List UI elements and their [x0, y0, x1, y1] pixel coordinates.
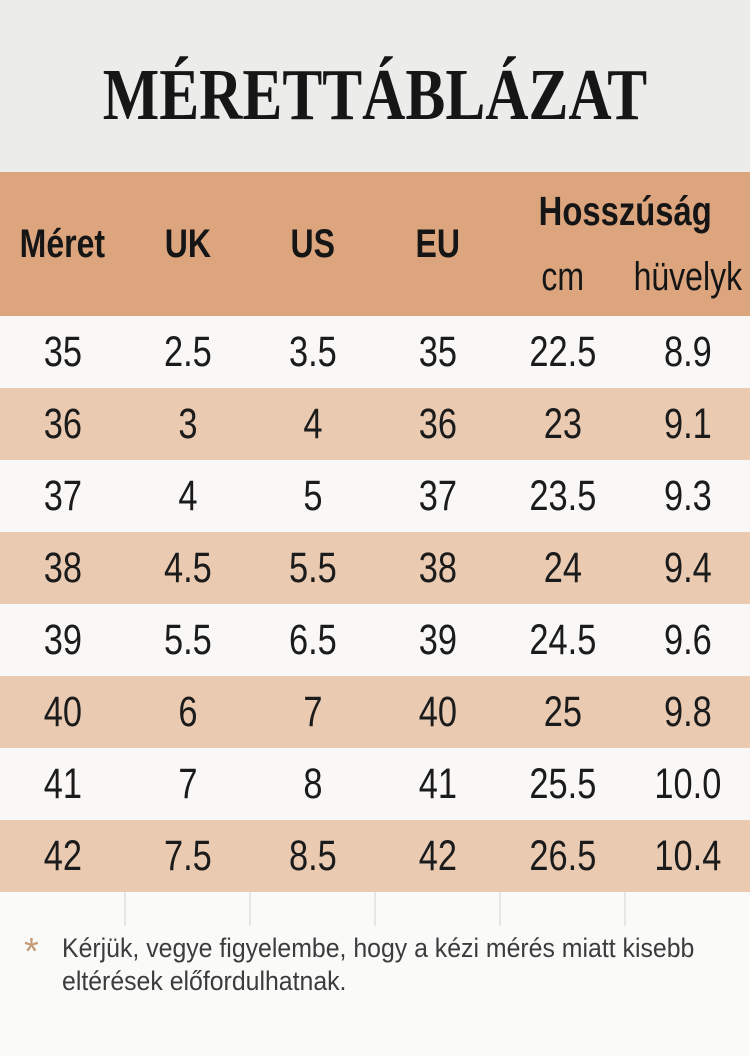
table-cell: 23 [543, 399, 582, 448]
table-cell: 36 [43, 399, 82, 448]
column-header-length: Hosszúság [538, 188, 712, 234]
footnote-line: eltérések előfordulhatnak. [62, 966, 347, 996]
divider-tick [624, 892, 626, 926]
table-cell: 4 [302, 399, 323, 448]
divider-tick [124, 892, 126, 926]
table-cell: 25 [543, 687, 582, 736]
column-header-cm: cm [541, 255, 584, 299]
table-cell: 8.5 [288, 831, 337, 880]
footnote: * Kérjük, vegye figyelembe, hogy a kézi … [0, 892, 750, 998]
table-cell: 26.5 [529, 831, 596, 880]
size-table: Méret UK US EU Hosszúság cm hüvelyk 35 2… [0, 172, 750, 892]
table-cell: 39 [43, 615, 82, 664]
table-cell: 5.5 [288, 543, 337, 592]
table-cell: 23.5 [529, 471, 596, 520]
table-cell: 24.5 [529, 615, 596, 664]
footnote-line: Kérjük, vegye figyelembe, hogy a kézi mé… [62, 933, 695, 963]
column-header-us: US [290, 221, 335, 266]
table-cell: 9.1 [663, 399, 712, 448]
table-cell: 7 [302, 687, 323, 736]
table-row: 37 4 5 37 23.5 9.3 [0, 460, 750, 532]
table-cell: 42 [418, 831, 457, 880]
table-cell: 2.5 [163, 327, 212, 376]
table-cell: 10.4 [654, 831, 721, 880]
table-cell: 6.5 [288, 615, 337, 664]
table-cell: 24 [543, 543, 582, 592]
table-cell: 8 [302, 759, 323, 808]
table-cell: 40 [43, 687, 82, 736]
table-row: 35 2.5 3.5 35 22.5 8.9 [0, 316, 750, 388]
table-cell: 38 [418, 543, 457, 592]
asterisk-icon: * [24, 931, 39, 973]
table-cell: 37 [43, 471, 82, 520]
table-cell: 37 [418, 471, 457, 520]
table-cell: 22.5 [529, 327, 596, 376]
table-row: 41 7 8 41 25.5 10.0 [0, 748, 750, 820]
table-cell: 9.6 [663, 615, 712, 664]
column-header-length-group: Hosszúság cm hüvelyk [500, 172, 750, 316]
table-cell: 4 [177, 471, 198, 520]
table-cell: 4.5 [163, 543, 212, 592]
divider-tick [499, 892, 501, 926]
table-cell: 35 [418, 327, 457, 376]
table-cell: 7 [177, 759, 198, 808]
table-cell: 41 [418, 759, 457, 808]
length-subheaders: cm hüvelyk [500, 255, 750, 300]
table-cell: 9.8 [663, 687, 712, 736]
table-cell: 6 [177, 687, 198, 736]
table-cell: 35 [43, 327, 82, 376]
table-cell: 39 [418, 615, 457, 664]
column-header-size: Méret [19, 221, 106, 266]
table-cell: 3 [177, 399, 198, 448]
table-row: 38 4.5 5.5 38 24 9.4 [0, 532, 750, 604]
column-header-eu: EU [415, 221, 460, 266]
table-row: 36 3 4 36 23 9.1 [0, 388, 750, 460]
table-header-row: Méret UK US EU Hosszúság cm hüvelyk [0, 172, 750, 316]
table-cell: 5 [302, 471, 323, 520]
table-cell: 38 [43, 543, 82, 592]
table-cell: 41 [43, 759, 82, 808]
divider-tick [249, 892, 251, 926]
table-cell: 36 [418, 399, 457, 448]
table-cell: 40 [418, 687, 457, 736]
table-cell: 7.5 [163, 831, 212, 880]
column-header-uk: UK [164, 221, 211, 266]
table-row: 42 7.5 8.5 42 26.5 10.4 [0, 820, 750, 892]
page-title: MÉRETTÁBLÁZAT [102, 54, 648, 135]
column-header-inch: hüvelyk [633, 255, 742, 299]
table-cell: 3.5 [288, 327, 337, 376]
table-row: 40 6 7 40 25 9.8 [0, 676, 750, 748]
table-row: 39 5.5 6.5 39 24.5 9.6 [0, 604, 750, 676]
table-cell: 25.5 [529, 759, 596, 808]
footnote-text: Kérjük, vegye figyelembe, hogy a kézi mé… [62, 932, 694, 998]
table-cell: 10.0 [654, 759, 721, 808]
table-cell: 9.3 [663, 471, 712, 520]
title-section: MÉRETTÁBLÁZAT [0, 0, 750, 172]
table-cell: 9.4 [663, 543, 712, 592]
table-cell: 5.5 [163, 615, 212, 664]
table-cell: 8.9 [663, 327, 712, 376]
divider-tick [374, 892, 376, 926]
table-cell: 42 [43, 831, 82, 880]
